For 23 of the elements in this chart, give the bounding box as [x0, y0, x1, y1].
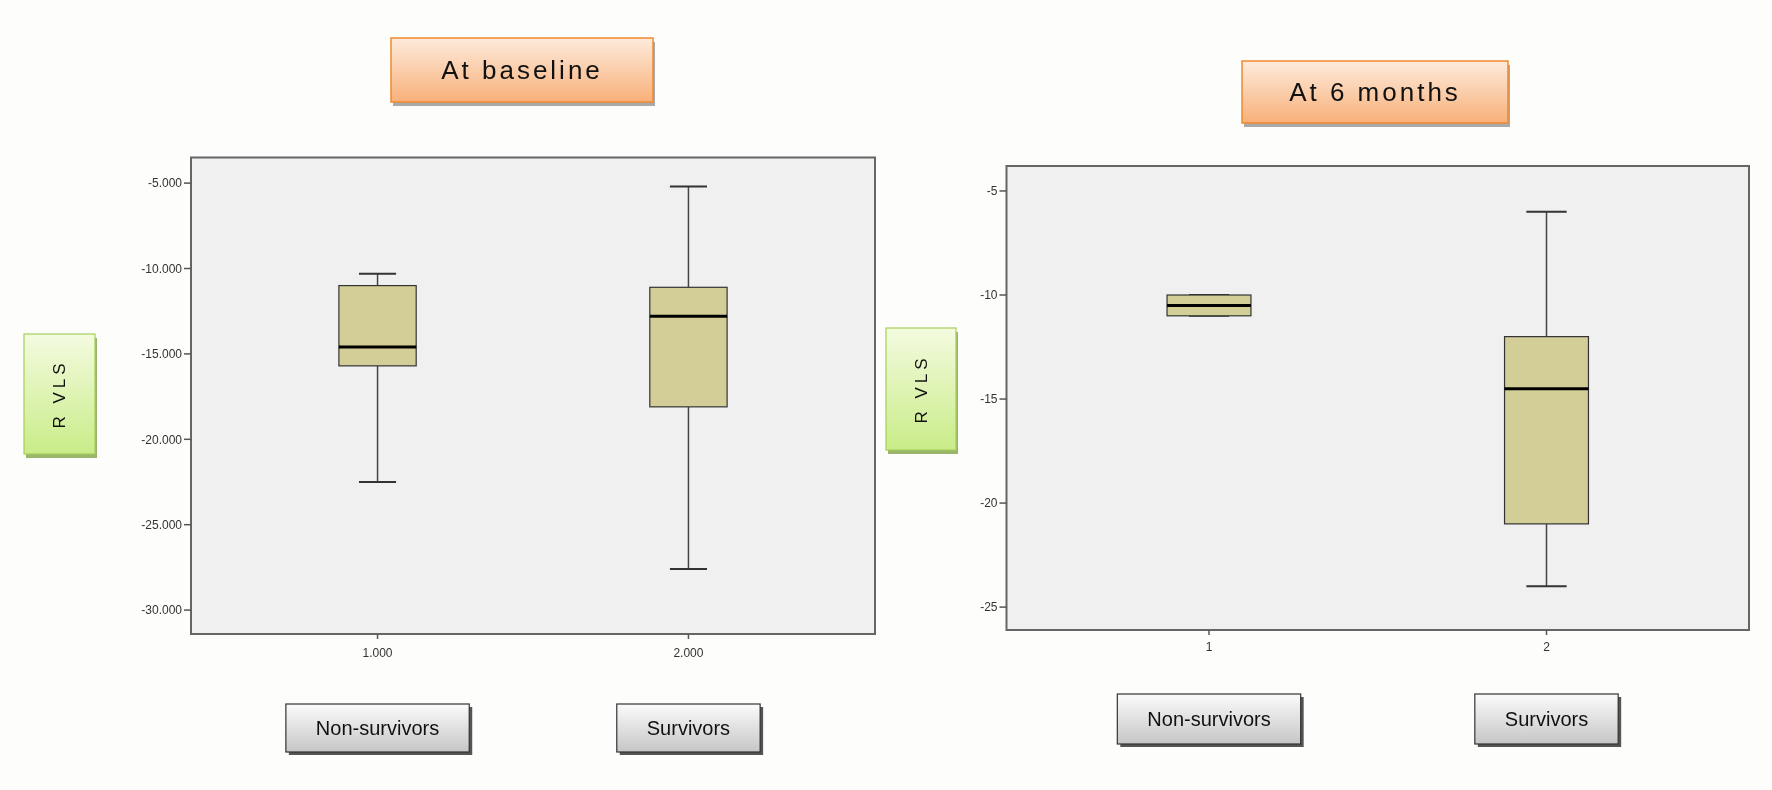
x-tick-label: 2.000	[673, 646, 704, 661]
y-tick-label: -5	[986, 184, 998, 199]
y-tick-label: -25	[980, 600, 998, 615]
text: Survivors	[646, 717, 731, 739]
y-tick-label: -15	[980, 392, 998, 407]
y-tick-label: -10	[980, 288, 998, 303]
chart-title: At baseline	[441, 55, 603, 86]
y-tick-label: -20	[980, 496, 998, 511]
y-tick-label: -15.000	[141, 347, 183, 362]
y-axis-title: R VLS	[50, 359, 70, 429]
y-tick-label: -25.000	[141, 517, 183, 532]
text: Non-survivors	[1147, 708, 1271, 730]
x-tick-label: 1.000	[362, 646, 393, 661]
y-axis-title: R VLS	[911, 354, 931, 424]
x-tick-label: 1	[1205, 640, 1213, 655]
y-tick-label: -10.000	[141, 261, 183, 276]
y-tick-label: -30.000	[141, 603, 183, 618]
text: Survivors	[1504, 708, 1589, 730]
y-tick-label: -5.000	[147, 176, 183, 191]
y-tick-label: -20.000	[141, 432, 183, 447]
chart-title: At 6 months	[1289, 77, 1461, 108]
x-tick-label: 2	[1543, 640, 1551, 655]
text: Non-survivors	[315, 717, 440, 739]
